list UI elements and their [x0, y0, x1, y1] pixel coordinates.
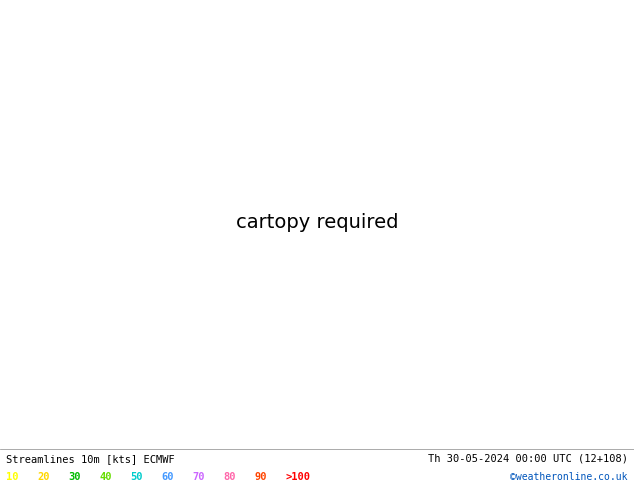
- Text: 40: 40: [100, 472, 112, 482]
- Text: 70: 70: [192, 472, 205, 482]
- Text: 60: 60: [161, 472, 174, 482]
- Text: >100: >100: [285, 472, 310, 482]
- Text: 80: 80: [223, 472, 236, 482]
- Text: 90: 90: [254, 472, 267, 482]
- Text: Streamlines 10m [kts] ECMWF: Streamlines 10m [kts] ECMWF: [6, 454, 175, 464]
- Text: 30: 30: [68, 472, 81, 482]
- Text: ©weatheronline.co.uk: ©weatheronline.co.uk: [510, 472, 628, 482]
- Text: 20: 20: [37, 472, 50, 482]
- Text: 50: 50: [131, 472, 143, 482]
- Text: Th 30-05-2024 00:00 UTC (12+108): Th 30-05-2024 00:00 UTC (12+108): [428, 454, 628, 464]
- Text: cartopy required: cartopy required: [236, 214, 398, 232]
- Text: 10: 10: [6, 472, 19, 482]
